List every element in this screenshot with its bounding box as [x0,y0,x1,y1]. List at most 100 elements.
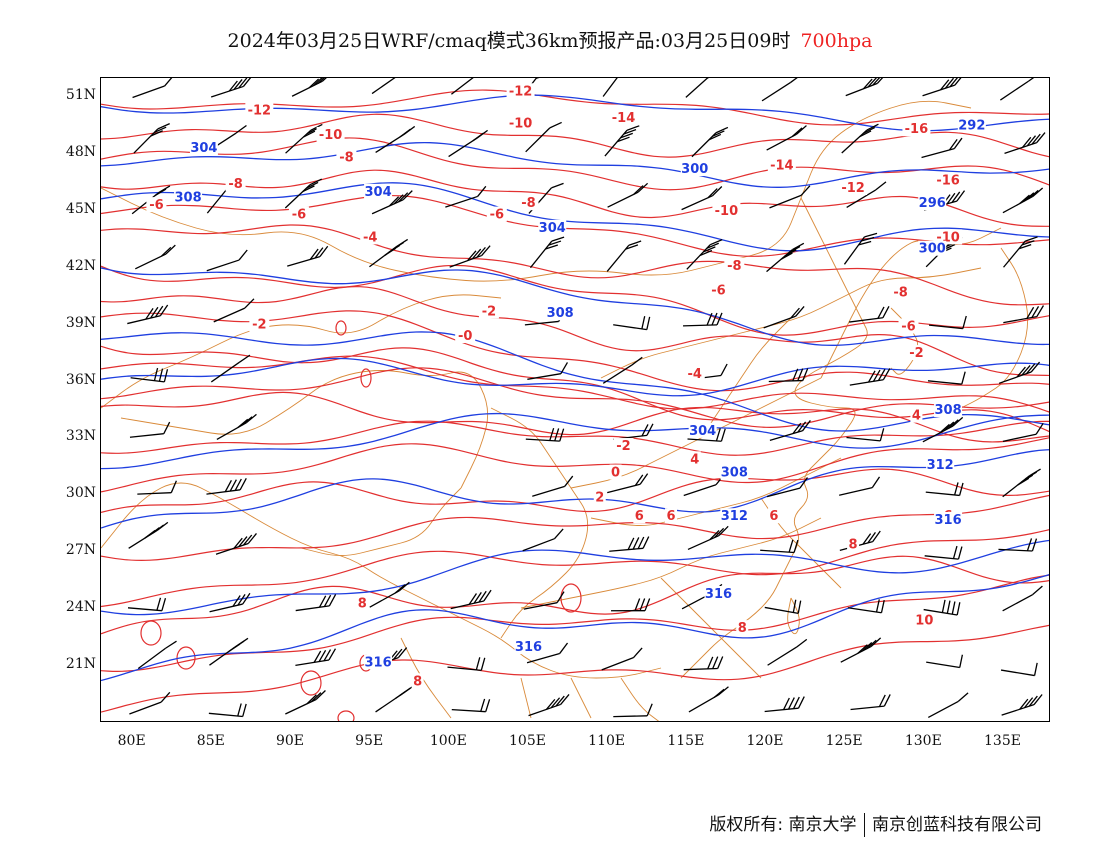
wind-barb [847,599,885,614]
temperature-contour [101,391,1049,443]
boundary-line [570,677,592,719]
height-contour-label: 312 [721,509,748,524]
wind-barb [921,137,963,159]
wind-barb [607,182,649,208]
wind-barb [210,354,251,383]
temperature-contour-label: 4 [690,452,699,467]
height-contour-label: 312 [927,458,954,473]
wind-barb [130,367,169,383]
wind-barb [683,656,724,671]
wind-barb [448,129,488,158]
height-contour-label-bg [918,240,947,256]
wind-barb [764,599,802,614]
height-contour-label: 308 [547,306,574,321]
temperature-contour-label: -2 [482,304,496,319]
wind-barb [134,244,176,270]
temperature-contour [101,224,1049,306]
wind-barb [375,125,416,154]
height-contour-label-bg [918,195,947,211]
wind-barb [291,78,327,97]
temperature-contour-label: -8 [339,151,353,166]
wind-barb [295,648,337,667]
wind-barbs [127,78,1046,718]
wind-barb [760,539,799,554]
wind-barb [925,482,964,497]
temperature-contour-label-bg [898,318,919,334]
temperature-contour-label: -8 [727,259,741,274]
wind-barb [285,690,326,715]
boundary-line [101,482,662,679]
temperature-contour [101,137,1049,191]
height-contour-label: 316 [705,587,732,602]
height-contour-label: 300 [919,242,946,257]
temperature-contour-label-bg [613,438,634,454]
copyright-owner: 版权所有: 南京大学 [709,815,857,835]
wind-barb [839,476,881,496]
wind-barb [849,305,890,323]
temperature-contour-label-bg [518,195,539,211]
wind-barb [602,78,618,97]
height-contour [101,267,1049,346]
temperature-contour-label-bg [767,157,796,173]
temperature-contour-label: -2 [616,439,630,454]
wind-barb [607,473,649,494]
temperature-contour [101,194,1049,257]
boundary-line [101,100,972,282]
wind-barb [371,190,413,215]
wind-barb [927,692,969,718]
temperature-contour-label: -8 [893,285,907,300]
temperature-contour-label-bg [934,229,963,245]
wind-barb [445,185,487,208]
boundary-line [960,247,1029,409]
height-contour-label: 308 [175,191,202,206]
temperature-contour-label: -6 [901,320,915,335]
wind-barb [527,362,569,380]
temperature-closed-contour [300,670,322,696]
temperature-contour-label-bg [906,345,927,361]
wind-barb [846,428,885,442]
latitude-tick-label: 48N [65,143,96,160]
boundary-line [490,407,589,639]
wind-barb [998,361,1041,384]
temperature-closed-contour [560,583,582,613]
longitude-tick-label: 95E [355,733,384,749]
height-contour-label: 292 [958,118,985,133]
pressure-level: 700hpa [800,30,873,52]
boundary-line [600,267,982,379]
height-contour-label: 296 [919,196,946,211]
wind-barb [606,240,642,272]
wind-barb [761,78,798,102]
wind-barb [613,703,653,718]
temperature-contour [101,169,1049,227]
wind-barb [849,368,891,386]
height-contour [101,539,1049,616]
wind-barb [839,530,881,551]
wind-barb [767,638,808,666]
temperature-contour-label-bg [486,206,507,222]
wind-barb [1002,585,1043,612]
latitude-tick-label: 39N [65,314,96,331]
boundary-lines [101,100,1029,721]
boundary-line [120,370,489,489]
wind-barb [1002,422,1044,442]
longitude-tick-label: 80E [117,733,146,749]
height-contour-label-bg [934,401,963,417]
wind-barb [210,78,252,98]
boundary-line [101,294,502,409]
temperature-contour-label-bg [609,464,622,480]
height-contour-label-bg [688,422,717,438]
temperature-contour [101,468,1049,513]
temperature-contours [101,89,1049,721]
temperature-contour-label: -6 [292,208,306,223]
temperature-contour-label-bg [712,202,741,218]
temperature-contour [101,264,1049,336]
wind-barb [129,691,171,715]
wind-barb [1000,662,1038,677]
wind-barb [602,356,643,384]
wind-barb [450,589,492,610]
weather-map-svg: -12-12-10-10-14-8-8-6-6-8-6-4-14-12-16-1… [101,78,1049,721]
temperature-contour-label-bg [914,612,935,628]
wind-barb [613,316,651,331]
wind-barb [216,413,257,440]
wind-barb [295,594,337,612]
